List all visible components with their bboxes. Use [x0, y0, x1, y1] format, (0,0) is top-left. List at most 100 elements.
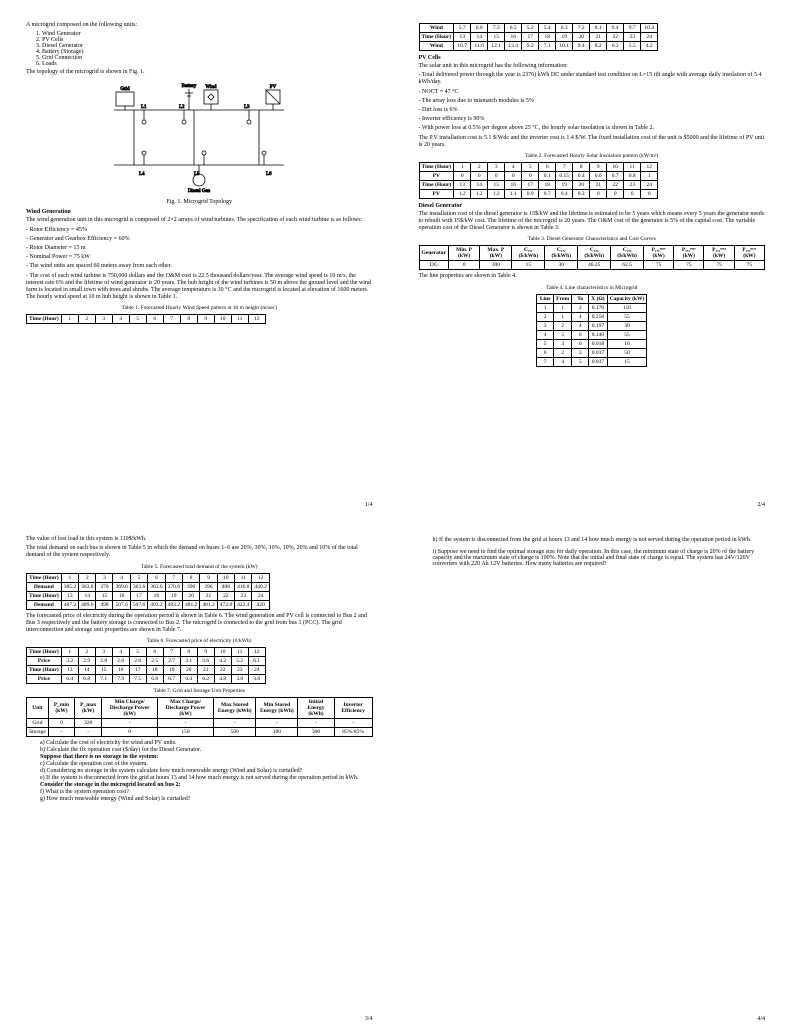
- c: 10.4: [641, 24, 658, 33]
- c: 507.6: [130, 600, 147, 609]
- qc: c) Calculate the operation cost of the s…: [40, 761, 373, 767]
- table-2: Time (Hour)123456789101112 PV000000.10.1…: [419, 162, 659, 199]
- c: 4.2: [641, 42, 658, 51]
- c: 5.2: [231, 657, 248, 666]
- t1c: 10: [214, 315, 231, 324]
- c: From: [554, 294, 572, 303]
- c: 0.170: [589, 303, 607, 312]
- c: -: [214, 719, 256, 728]
- t3-caption: Table 3. Diesel Generator Characteristic…: [419, 236, 766, 242]
- t1-caption: Table 1. Forecasted Hourly Wind Speed pa…: [26, 305, 373, 311]
- c: 12: [641, 162, 658, 171]
- c: 0.9: [522, 189, 539, 198]
- c: 19: [165, 591, 182, 600]
- c: 20: [573, 33, 590, 42]
- c: Time (Hour): [27, 591, 62, 600]
- pnum-3: 3/4: [365, 1016, 373, 1022]
- pvl3: - Dirt loss is 6%: [419, 107, 766, 114]
- c: 30: [607, 321, 647, 330]
- c: Initial Energy (kWh): [298, 698, 334, 719]
- c: 75: [674, 261, 704, 270]
- c: 21: [590, 33, 607, 42]
- t1c: 11: [231, 315, 248, 324]
- pv-head: PV Cells: [419, 55, 766, 61]
- c: 2: [572, 303, 589, 312]
- c: 320: [75, 719, 102, 728]
- sup2: Consider the storage in the microgrid lo…: [40, 782, 373, 788]
- c: To: [572, 294, 589, 303]
- c: Min Charge/ Discharge Power (kW): [102, 698, 158, 719]
- c: 2.6: [112, 657, 129, 666]
- intro: A microgrid composed on the following un…: [26, 22, 373, 29]
- c: 5: [537, 339, 554, 348]
- c: 0.4: [573, 171, 590, 180]
- c: 0: [641, 189, 658, 198]
- c: C₁,₂ ($/kWh): [545, 246, 578, 261]
- page-1: A microgrid composed on the following un…: [8, 8, 391, 512]
- c: 0.4: [556, 189, 573, 198]
- c: 487.2: [61, 600, 78, 609]
- c: 12: [248, 648, 265, 657]
- t1c: 12: [248, 315, 265, 324]
- c: -: [158, 719, 214, 728]
- c: 4: [112, 648, 129, 657]
- c: 0.037: [589, 357, 607, 366]
- c: 300: [480, 261, 512, 270]
- c: 3.2: [61, 657, 78, 666]
- c: 10: [607, 339, 647, 348]
- c: 3.1: [180, 657, 197, 666]
- c: 6: [537, 348, 554, 357]
- t7-caption: Table 7. Grid and Storage Unit Propertie…: [26, 688, 373, 694]
- fig1-caption: Fig. 1. Microgrid Topology: [26, 199, 373, 205]
- c: 0.258: [589, 312, 607, 321]
- c: 11.6: [471, 42, 488, 51]
- c: 5.2: [522, 24, 539, 33]
- c: P_min (kW): [48, 698, 74, 719]
- c: PV: [419, 189, 454, 198]
- c: 1: [554, 303, 572, 312]
- c: 19: [556, 180, 573, 189]
- c: 7.1: [95, 675, 112, 684]
- c: 2.8: [95, 657, 112, 666]
- line-para: The line properties are shown in Table 4…: [419, 273, 766, 280]
- c: 1: [641, 171, 658, 180]
- c: 18: [148, 591, 165, 600]
- dg-para: The installation cost of the diesel gene…: [419, 211, 766, 233]
- c: 55: [607, 312, 647, 321]
- c: 1: [537, 303, 554, 312]
- table-5: Time (Hour)123456789101112 Demand385.236…: [26, 573, 270, 610]
- c: 10: [217, 573, 234, 582]
- pv-label: PV: [270, 85, 277, 90]
- c: 9: [200, 573, 217, 582]
- table-6: Time (Hour)123456789101112 Price3.22.92.…: [26, 647, 266, 684]
- c: 408: [217, 582, 234, 591]
- c: 4.2: [214, 657, 231, 666]
- c: 16: [505, 33, 522, 42]
- pv-p1: The solar unit in this microgrid has the…: [419, 63, 766, 70]
- t1c: 9: [197, 315, 214, 324]
- c: 500: [214, 728, 256, 737]
- pnum-4: 4/4: [757, 1016, 765, 1022]
- c: 0.140: [589, 330, 607, 339]
- c: 7.5: [129, 675, 146, 684]
- c: 3: [554, 339, 572, 348]
- t5-caption: Table 5. Forecasted total demand of the …: [26, 564, 373, 570]
- c: Max Stored Energy (kWh): [214, 698, 256, 719]
- c: 0.6: [590, 171, 607, 180]
- c: -: [256, 719, 298, 728]
- c: 4: [537, 330, 554, 339]
- t6-caption: Table 6. Forecasted price of electricity…: [26, 638, 373, 644]
- c: 6.4: [61, 675, 78, 684]
- c: 110: [607, 303, 647, 312]
- c: 4: [113, 573, 130, 582]
- table-3: GeneratorMin. P (kW)Max. P (kW)C₁,₁ ($/k…: [419, 245, 766, 270]
- c: 9.2: [522, 42, 539, 51]
- qf: f) What is the system operation cost?: [40, 789, 373, 795]
- c: 0: [471, 171, 488, 180]
- c: 1: [454, 162, 471, 171]
- c: 16: [505, 180, 522, 189]
- c: 0.018: [589, 339, 607, 348]
- c: 12.1: [488, 42, 505, 51]
- c: 2: [79, 573, 96, 582]
- c: 6.0: [471, 24, 488, 33]
